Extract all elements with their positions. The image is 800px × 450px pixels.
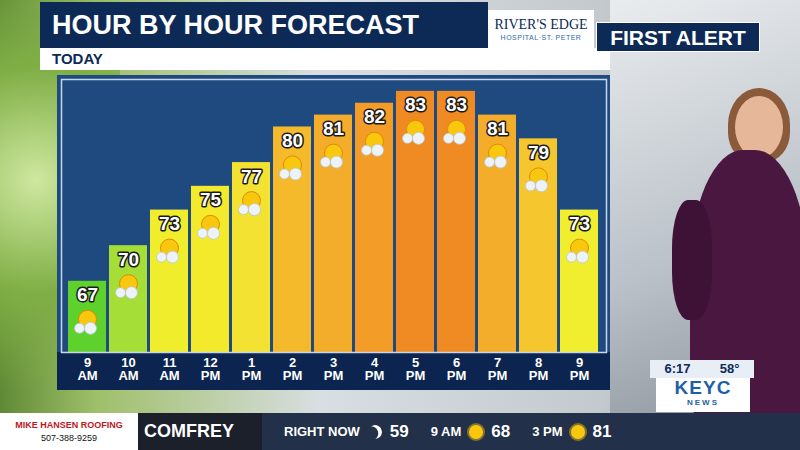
svg-text:70: 70 (118, 249, 139, 270)
svg-text:2PM: 2PM (283, 355, 303, 383)
html-text:68: 68 (491, 421, 511, 441)
html-text:COMFREY: COMFREY (144, 421, 234, 441)
html-text:9 AM: 9 AM (430, 424, 462, 439)
html-text:58°: 58° (719, 361, 740, 376)
html-text:HOSPITAL·ST. PETER: HOSPITAL·ST. PETER (500, 34, 582, 41)
svg-text:82: 82 (364, 106, 385, 127)
html-text:RIGHT NOW: RIGHT NOW (284, 424, 360, 439)
svg-text:80: 80 (282, 130, 303, 151)
html-text:MIKE HANSEN ROOFING: MIKE HANSEN ROOFING (15, 420, 123, 430)
svg-text:75: 75 (200, 189, 222, 210)
html-text:3 PM: 3 PM (532, 424, 563, 439)
svg-text:4PM: 4PM (365, 355, 385, 383)
html-text:KEYC: KEYC (674, 377, 732, 398)
html-text:6:17: 6:17 (664, 361, 691, 376)
svg-text:10AM: 10AM (118, 355, 138, 383)
svg-text:9PM: 9PM (570, 355, 590, 383)
svg-text:11AM: 11AM (159, 355, 179, 383)
html-text:RIVER'S EDGE: RIVER'S EDGE (494, 17, 588, 32)
html-text:HOUR BY HOUR FORECAST: HOUR BY HOUR FORECAST (52, 10, 419, 40)
svg-text:73: 73 (159, 213, 180, 234)
html-text:59: 59 (389, 421, 409, 441)
html-text:81: 81 (592, 421, 612, 441)
html-text:NEWS: NEWS (687, 398, 719, 407)
svg-text:67: 67 (77, 284, 98, 305)
html-text:TODAY: TODAY (52, 50, 103, 67)
svg-text:81: 81 (487, 118, 509, 139)
svg-text:79: 79 (528, 142, 549, 163)
svg-text:77: 77 (241, 166, 262, 187)
svg-text:7PM: 7PM (488, 355, 508, 383)
svg-text:6PM: 6PM (447, 355, 467, 383)
svg-text:83: 83 (446, 94, 467, 115)
svg-text:5PM: 5PM (406, 355, 426, 383)
svg-text:1PM: 1PM (242, 355, 262, 383)
svg-text:9AM: 9AM (77, 355, 97, 383)
html-text:FIRST ALERT: FIRST ALERT (610, 26, 746, 49)
svg-text:3PM: 3PM (324, 355, 344, 383)
svg-text:81: 81 (323, 118, 345, 139)
svg-text:12PM: 12PM (201, 355, 221, 383)
svg-text:73: 73 (569, 213, 590, 234)
svg-text:8PM: 8PM (529, 355, 549, 383)
html-text:507-388-9259: 507-388-9259 (41, 433, 97, 443)
svg-text:83: 83 (405, 94, 426, 115)
